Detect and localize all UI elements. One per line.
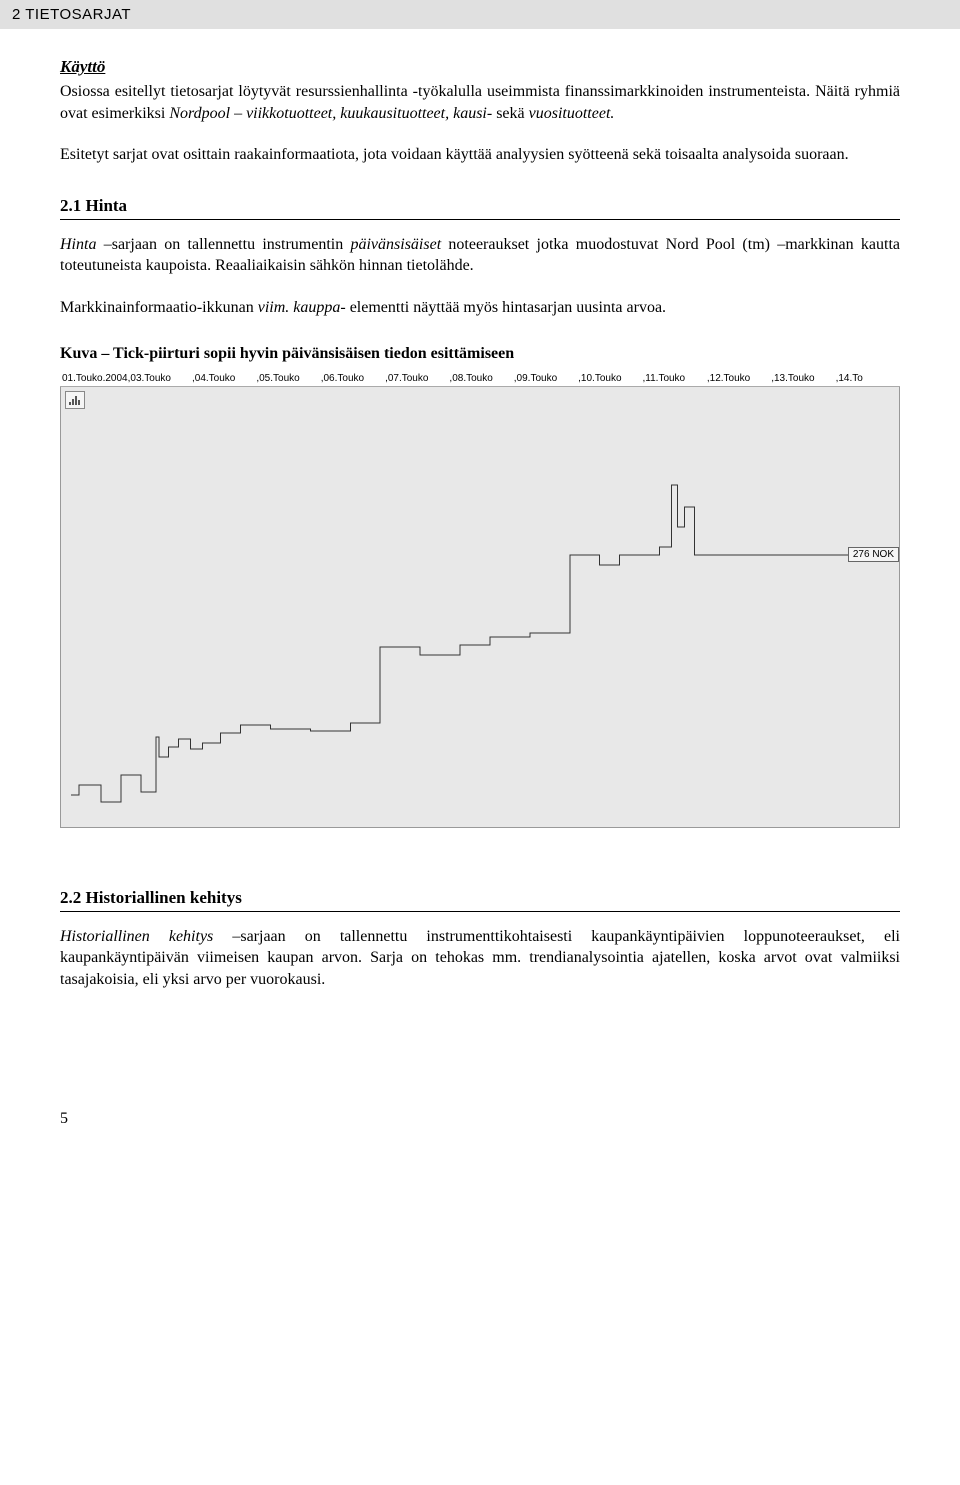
figure-caption: Kuva – Tick-piirturi sopii hyvin päiväns… bbox=[60, 345, 900, 363]
page-number: 5 bbox=[60, 1110, 900, 1128]
sec21-para-2: Markkinainformaatio-ikkunan viim. kauppa… bbox=[60, 297, 900, 319]
chart-date-label: ,03.Touko bbox=[128, 373, 192, 384]
tick-chart: 01.Touko.2004,03.Touko,04.Touko,05.Touko… bbox=[60, 371, 900, 828]
chart-date-label: ,11.Touko bbox=[643, 373, 707, 384]
chart-date-label: ,13.Touko bbox=[771, 373, 835, 384]
chart-date-label: ,10.Touko bbox=[578, 373, 642, 384]
kaytto-para-1: Osiossa esitellyt tietosarjat löytyvät r… bbox=[60, 81, 900, 124]
chart-plot-area: 276 NOK bbox=[60, 387, 900, 828]
chart-toolbar-icon[interactable] bbox=[65, 391, 85, 409]
section-header-text: 2 TIETOSARJAT bbox=[12, 6, 131, 23]
price-badge: 276 NOK bbox=[848, 547, 899, 562]
chart-date-label: ,12.Touko bbox=[707, 373, 771, 384]
chart-date-axis: 01.Touko.2004,03.Touko,04.Touko,05.Touko… bbox=[60, 371, 900, 387]
chart-date-label: ,07.Touko bbox=[385, 373, 449, 384]
sec21-para-1: Hinta –sarjaan on tallennettu instrument… bbox=[60, 234, 900, 277]
chart-date-label: ,14.To bbox=[836, 373, 900, 384]
chart-date-label: ,06.Touko bbox=[321, 373, 385, 384]
chart-date-label: ,08.Touko bbox=[449, 373, 513, 384]
sec22-heading: 2.2 Historiallinen kehitys bbox=[60, 888, 900, 912]
sec21-heading: 2.1 Hinta bbox=[60, 196, 900, 220]
kaytto-heading: Käyttö bbox=[60, 57, 900, 77]
chart-date-label: ,04.Touko bbox=[192, 373, 256, 384]
sec22-para: Historiallinen kehitys –sarjaan on talle… bbox=[60, 926, 900, 991]
kaytto-para-2: Esitetyt sarjat ovat osittain raakainfor… bbox=[60, 144, 900, 166]
chart-date-label: ,05.Touko bbox=[256, 373, 320, 384]
chart-date-label: ,09.Touko bbox=[514, 373, 578, 384]
section-header-bar: 2 TIETOSARJAT bbox=[0, 0, 960, 29]
chart-date-label: 01.Touko.2004 bbox=[62, 373, 128, 384]
